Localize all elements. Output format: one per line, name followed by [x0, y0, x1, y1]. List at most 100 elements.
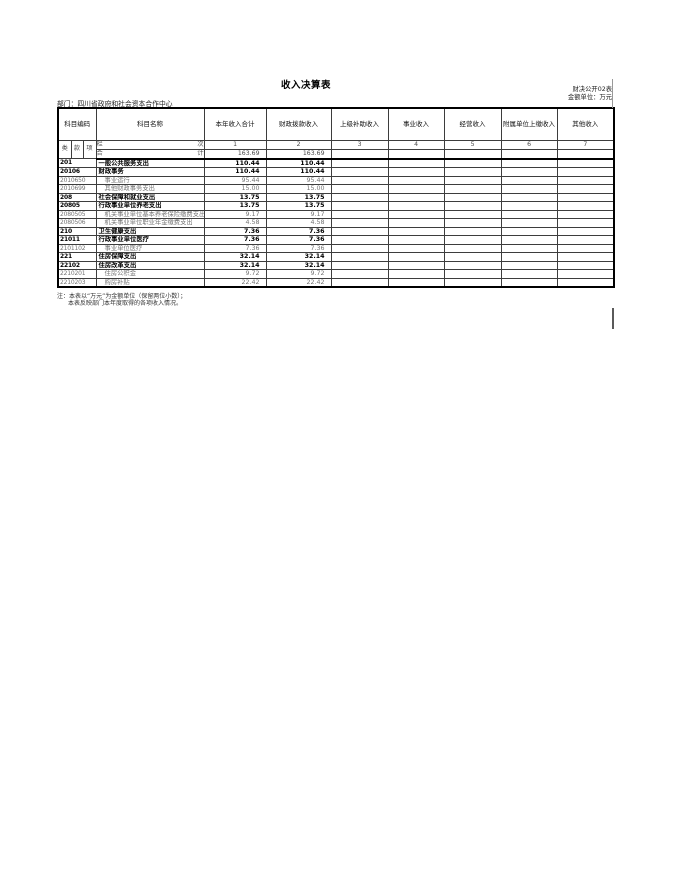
value-cell — [387, 192, 445, 202]
table-row: 2010699 其他财政事务支出 15.00 15.00 — [57, 184, 615, 194]
table-row: 221 住房保障支出 32.14 32.14 — [57, 252, 615, 262]
subject-name-cell: 事业单位医疗 — [95, 243, 205, 253]
code-cell: 2210203 — [57, 277, 97, 288]
subject-name-cell: 行政事业单位养老支出 — [95, 201, 205, 211]
value-cell — [443, 218, 502, 228]
rank-label-right: 次 — [197, 140, 204, 148]
subcol-section: 款 — [70, 139, 84, 159]
value-cell — [443, 175, 502, 185]
value-cell — [330, 184, 389, 194]
value-cell — [500, 269, 558, 279]
value-cell: 4.58 — [203, 218, 267, 228]
value-cell — [387, 252, 445, 262]
value-cell — [500, 184, 558, 194]
value-cell — [556, 192, 615, 202]
value-cell — [330, 226, 389, 236]
rank-label-left: 栏 — [96, 140, 103, 148]
value-cell: 9.72 — [265, 269, 332, 279]
value-cell — [443, 201, 502, 211]
table-body: 201 一般公共服务支出 110.44 110.44 20106 财政事务 110.44 11… — [57, 158, 615, 288]
code-cell: 21011 — [57, 235, 97, 245]
column-number: 3 — [330, 139, 389, 150]
header-fiscal-appropriation: 财政拨款收入 — [265, 107, 332, 141]
column-index-row: 类 款 项 栏 次 1 2 3 4 5 6 7 — [57, 139, 615, 159]
value-cell — [387, 167, 445, 177]
value-cell: 13.75 — [265, 201, 332, 211]
value-cell — [330, 252, 389, 262]
value-cell — [556, 175, 615, 185]
total-value-cell — [443, 148, 502, 160]
subject-name-cell: 卫生健康支出 — [95, 226, 205, 236]
value-cell — [387, 218, 445, 228]
value-cell: 7.36 — [265, 226, 332, 236]
total-label-left: 合 — [96, 149, 103, 157]
value-cell: 15.00 — [265, 184, 332, 194]
table-row: 210 卫生健康支出 7.36 7.36 — [57, 226, 615, 236]
value-cell — [500, 158, 558, 168]
value-cell — [387, 235, 445, 245]
value-cell — [556, 269, 615, 279]
value-cell: 9.17 — [203, 209, 267, 219]
value-cell — [387, 209, 445, 219]
code-cell: 2080506 — [57, 218, 97, 228]
header-business-income: 经营收入 — [443, 107, 502, 141]
page-title: 收入决算表 — [280, 80, 331, 91]
value-cell: 9.72 — [203, 269, 267, 279]
code-cell: 210 — [57, 226, 97, 236]
code-cell: 221 — [57, 252, 97, 262]
value-cell — [500, 167, 558, 177]
value-cell — [330, 277, 389, 288]
value-cell — [556, 167, 615, 177]
value-cell — [330, 201, 389, 211]
income-table: 科目编码 科目名称 本年收入合计 财政拨款收入 上级补助收入 事业收入 经营收入… — [57, 107, 616, 288]
department-line: 部门：四川省政府和社会资本合作中心 — [57, 100, 173, 108]
header-other-income: 其他收入 — [556, 107, 615, 141]
rank-label-cell: 栏 次 — [95, 139, 205, 150]
column-number: 1 — [203, 139, 267, 150]
column-number: 4 — [387, 139, 445, 150]
value-cell — [387, 184, 445, 194]
subject-name-cell: 购房补贴 — [95, 277, 205, 288]
value-cell — [556, 218, 615, 228]
subject-name-cell: 财政事务 — [95, 167, 205, 177]
value-cell — [330, 209, 389, 219]
value-cell — [500, 252, 558, 262]
value-cell — [500, 243, 558, 253]
value-cell — [330, 175, 389, 185]
value-cell: 32.14 — [265, 252, 332, 262]
value-cell — [500, 218, 558, 228]
unit-label: 金额单位：万元 — [567, 93, 612, 101]
subject-name-cell: 其他财政事务支出 — [95, 184, 205, 194]
value-cell — [443, 192, 502, 202]
value-cell — [387, 260, 445, 270]
footnotes: 注：本表以“万元”为金额单位（保留两位小数）； 本表反映部门本年度取得的各项收入… — [57, 293, 187, 307]
value-cell — [330, 269, 389, 279]
value-cell — [387, 226, 445, 236]
value-cell: 22.42 — [203, 277, 267, 288]
value-cell: 22.42 — [265, 277, 332, 288]
page-break-mark-bottom — [612, 308, 614, 329]
subject-name-cell: 机关事业单位职业年金缴费支出 — [95, 218, 205, 228]
subject-name-cell: 住房保障支出 — [95, 252, 205, 262]
table-row: 2010650 事业运行 95.44 95.44 — [57, 175, 615, 185]
header-subject-code: 科目编码 — [57, 107, 97, 141]
value-cell: 13.75 — [265, 192, 332, 202]
code-cell: 2010699 — [57, 184, 97, 194]
value-cell — [500, 277, 558, 288]
value-cell — [387, 201, 445, 211]
total-value-cell — [387, 148, 445, 160]
footnote-line: 注：本表以“万元”为金额单位（保留两位小数）； — [57, 293, 187, 300]
code-cell: 2210201 — [57, 269, 97, 279]
header-row: 科目编码 科目名称 本年收入合计 财政拨款收入 上级补助收入 事业收入 经营收入… — [57, 107, 615, 141]
value-cell — [556, 260, 615, 270]
code-cell: 22102 — [57, 260, 97, 270]
value-cell — [556, 277, 615, 288]
table-row: 2101102 事业单位医疗 7.36 7.36 — [57, 243, 615, 253]
code-cell: 2010650 — [57, 175, 97, 185]
total-value-cell: 163.69 — [203, 148, 267, 160]
value-cell — [500, 209, 558, 219]
header-superior-subsidy: 上级补助收入 — [330, 107, 389, 141]
value-cell — [387, 158, 445, 168]
total-label-cell: 合 计 — [95, 148, 205, 160]
header-subordinate-remittance: 附属单位上缴收入 — [500, 107, 558, 141]
